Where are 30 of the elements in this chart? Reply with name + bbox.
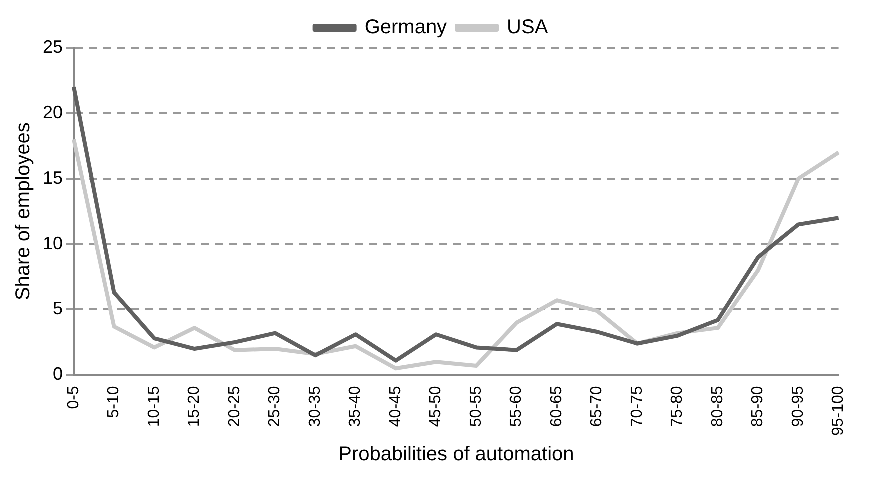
x-tick-label: 15-20 <box>186 386 204 428</box>
y-tick-label: 25 <box>42 36 64 57</box>
y-tick-label: 5 <box>53 298 64 319</box>
x-tick-label: 25-30 <box>266 386 284 428</box>
x-tick-label: 35-40 <box>347 386 364 428</box>
y-tick-label: 15 <box>42 168 64 188</box>
x-tick-label: 70-75 <box>628 386 646 428</box>
legend-label: Germany <box>364 16 448 39</box>
y-tick-label: 0 <box>53 364 64 384</box>
y-tick-label: 20 <box>42 102 64 122</box>
x-tick-label: 75-80 <box>669 386 686 428</box>
x-tick-label: 10-15 <box>146 386 163 428</box>
legend-label: USA <box>507 16 549 39</box>
x-tick-label: 20-25 <box>226 386 244 428</box>
x-tick-label: 45-50 <box>428 386 445 428</box>
y-axis-title: Share of employees <box>12 122 35 301</box>
x-tick-label: 85-90 <box>750 386 767 428</box>
x-tick-label: 60-65 <box>548 386 566 428</box>
y-tick-label: 10 <box>42 233 64 254</box>
x-tick-label: 50-55 <box>468 386 485 428</box>
x-tick-label: 5-10 <box>106 386 123 418</box>
x-tick-label: 90-95 <box>790 386 807 428</box>
x-tick-label: 55-60 <box>508 386 526 428</box>
x-tick-label: 65-70 <box>588 386 606 428</box>
x-tick-label: 40-45 <box>387 386 404 428</box>
x-axis-title: Probabilities of automation <box>338 444 574 466</box>
x-tick-label: 30-35 <box>306 386 324 428</box>
x-tick-label: 0-5 <box>65 386 82 410</box>
x-tick-label: 80-85 <box>709 386 726 428</box>
x-tick-label: 95-100 <box>830 386 848 436</box>
